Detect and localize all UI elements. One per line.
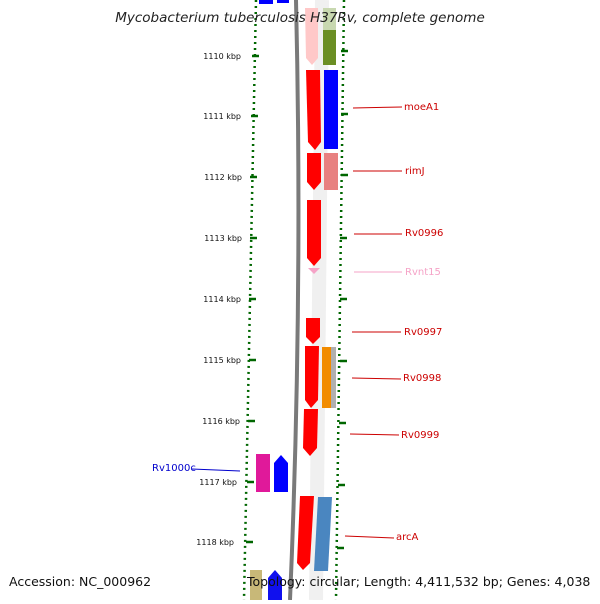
tick-label-1112: 1112 kbp (204, 173, 242, 182)
category-steel-blue (314, 497, 332, 571)
gene-label-Rv0999[interactable]: Rv0999 (401, 430, 439, 441)
leader-moeA1 (352, 106, 403, 109)
tick-label-1115: 1115 kbp (203, 356, 241, 365)
cds-feature-Rv0999 (303, 409, 318, 456)
genome-title: Mycobacterium tuberculosis H37Rv, comple… (115, 10, 485, 26)
cds-feature-Rv0996 (307, 200, 321, 266)
gene-label-Rv1000c[interactable]: Rv1000c (152, 463, 196, 474)
cds-feature-1 (305, 8, 318, 65)
category-magenta (256, 454, 270, 492)
leader-Rv1000c (191, 468, 241, 472)
feature-top-blue-2 (277, 0, 289, 3)
feature-bottom-blue (268, 570, 282, 600)
cds-feature-rimJ (307, 153, 321, 190)
cds-feature-Rv0998 (305, 346, 319, 408)
gene-label-Rvnt15[interactable]: Rvnt15 (405, 267, 441, 278)
category-salmon (324, 153, 338, 190)
trna-feature-Rvnt15 (308, 268, 320, 274)
feature-bottom-khaki (250, 570, 262, 600)
gene-label-moeA1[interactable]: moeA1 (404, 102, 439, 113)
leader-Rv0998 (351, 377, 402, 380)
tick-label-1110: 1110 kbp (203, 52, 241, 61)
feature-top-blue (259, 0, 273, 4)
track-guide (309, 0, 329, 601)
scale-major-ticks-right (337, 49, 348, 550)
forward-cds-track (297, 8, 321, 570)
cds-feature-moeA1 (306, 70, 321, 150)
scale-major-ticks-left (246, 54, 259, 544)
tick-label-1111: 1111 kbp (203, 112, 241, 121)
gene-label-arcA[interactable]: arcA (396, 532, 419, 543)
category-orange (322, 347, 331, 408)
category-grey (331, 347, 336, 408)
tick-label-1118: 1118 kbp (196, 538, 234, 547)
leader-Rv0999 (349, 433, 400, 436)
gene-label-Rv0996[interactable]: Rv0996 (405, 228, 443, 239)
cds-feature-Rv0997 (306, 318, 320, 344)
tick-label-1116: 1116 kbp (202, 417, 240, 426)
gene-label-Rv0998[interactable]: Rv0998 (403, 373, 441, 384)
topology-label: Topology: circular; Length: 4,411,532 bp… (247, 574, 591, 589)
genome-backbone (288, 0, 301, 601)
accession-label: Accession: NC_000962 (9, 574, 152, 589)
tick-label-1113: 1113 kbp (204, 234, 242, 243)
cds-feature-arcA (297, 496, 314, 570)
tick-label-1117: 1117 kbp (199, 478, 237, 487)
category-track (314, 8, 338, 571)
cds-feature-Rv1000c (274, 455, 288, 492)
category-olive-top (323, 8, 336, 30)
gene-label-rimJ[interactable]: rimJ (405, 166, 425, 177)
tick-label-1114: 1114 kbp (203, 295, 241, 304)
reverse-track (250, 454, 288, 600)
leader-arcA (344, 535, 395, 539)
category-blue (324, 70, 338, 149)
gene-label-Rv0997[interactable]: Rv0997 (404, 327, 442, 338)
